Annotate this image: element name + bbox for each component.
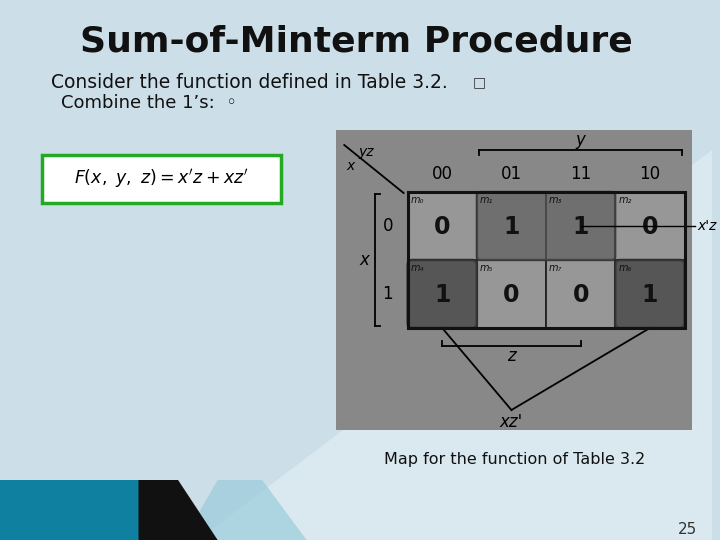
Text: yz: yz <box>358 145 374 159</box>
Text: xz': xz' <box>500 413 523 431</box>
Bar <box>408 192 685 328</box>
Bar <box>408 192 477 260</box>
Text: 1: 1 <box>642 283 658 307</box>
Text: m₂: m₂ <box>618 195 631 205</box>
Text: 10: 10 <box>639 165 660 183</box>
Polygon shape <box>138 480 217 540</box>
Bar <box>546 260 616 328</box>
Bar <box>408 260 477 328</box>
Polygon shape <box>0 480 217 540</box>
Text: 1: 1 <box>572 215 589 239</box>
Text: Map for the function of Table 3.2: Map for the function of Table 3.2 <box>384 452 645 467</box>
Text: m₃: m₃ <box>549 195 562 205</box>
Text: x: x <box>359 251 369 269</box>
Text: 25: 25 <box>678 523 698 537</box>
Bar <box>336 130 693 430</box>
Text: x'z: x'z <box>698 219 717 233</box>
FancyBboxPatch shape <box>408 260 477 328</box>
Text: 01: 01 <box>501 165 522 183</box>
Text: Consider the function defined in Table 3.2.: Consider the function defined in Table 3… <box>51 72 448 91</box>
Text: 0: 0 <box>382 217 393 235</box>
Text: 0: 0 <box>642 215 658 239</box>
FancyBboxPatch shape <box>477 192 616 260</box>
Text: m₄: m₄ <box>410 263 424 273</box>
Text: 11: 11 <box>570 165 591 183</box>
Text: 0: 0 <box>572 283 589 307</box>
Polygon shape <box>183 480 307 540</box>
Text: z: z <box>507 347 516 365</box>
Text: y: y <box>576 131 585 149</box>
Bar <box>546 192 616 260</box>
Text: 1: 1 <box>503 215 520 239</box>
Text: m₆: m₆ <box>618 263 631 273</box>
Text: m₁: m₁ <box>480 195 493 205</box>
Text: □: □ <box>473 75 486 89</box>
Text: m₀: m₀ <box>410 195 424 205</box>
Text: 1: 1 <box>382 285 393 303</box>
Text: Combine the 1’s:  ◦: Combine the 1’s: ◦ <box>61 94 237 112</box>
Polygon shape <box>198 150 712 540</box>
FancyBboxPatch shape <box>616 260 685 328</box>
Bar <box>616 192 685 260</box>
Bar <box>616 260 685 328</box>
Text: Sum-of-Minterm Procedure: Sum-of-Minterm Procedure <box>80 25 632 59</box>
Text: $F(x,\ y,\ z) = x'z + xz'$: $F(x,\ y,\ z) = x'z + xz'$ <box>74 167 248 191</box>
Text: m₇: m₇ <box>549 263 562 273</box>
Text: x: x <box>346 159 354 173</box>
Bar <box>477 192 546 260</box>
Bar <box>42 155 281 203</box>
Text: m₅: m₅ <box>480 263 493 273</box>
Text: 0: 0 <box>503 283 520 307</box>
Text: 00: 00 <box>432 165 453 183</box>
Text: 0: 0 <box>434 215 451 239</box>
Text: 1: 1 <box>434 283 451 307</box>
Bar <box>477 260 546 328</box>
